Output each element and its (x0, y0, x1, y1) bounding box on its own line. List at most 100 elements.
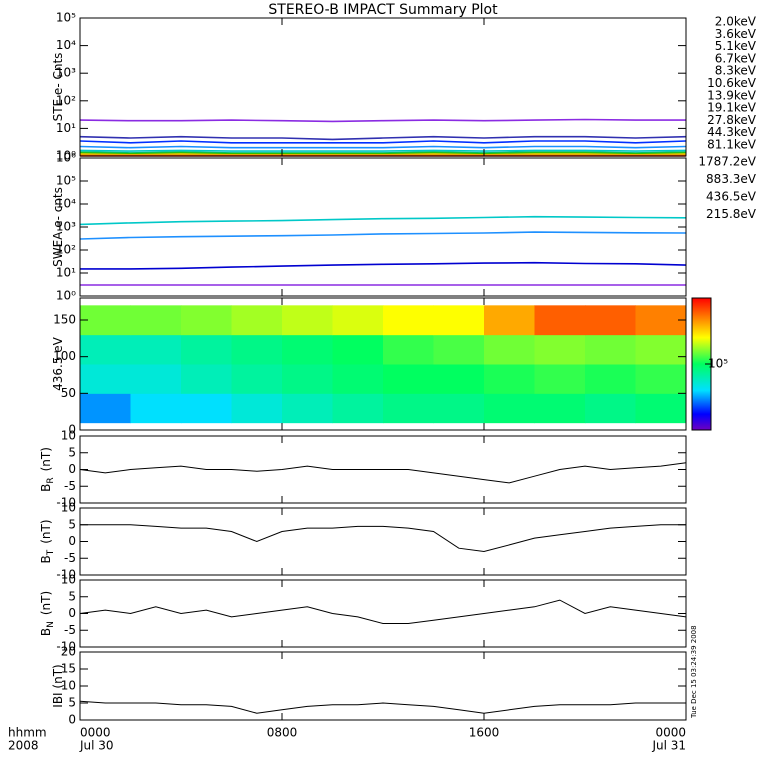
heatmap-cell (383, 364, 434, 394)
heatmap-cell (181, 334, 232, 365)
heatmap-cell (433, 364, 485, 394)
legend-entry: 215.8eV (706, 207, 757, 221)
heatmap-cell (181, 305, 232, 336)
heatmap-cell (80, 334, 131, 365)
heatmap-cell (282, 334, 333, 365)
y-tick-label: -10 (56, 496, 76, 510)
heatmap-cell (80, 364, 131, 394)
series-line (79, 118, 686, 123)
y-tick-label: 0 (68, 713, 76, 727)
y-axis-label-part: IBI (nT) (51, 664, 65, 707)
title: STEREO-B IMPACT Summary Plot (268, 2, 498, 18)
heatmap-cell (534, 364, 586, 394)
heatmap-cell (80, 305, 131, 336)
y-axis-label-part: B (39, 484, 53, 492)
series-line (79, 231, 687, 240)
panel-frame (79, 17, 687, 157)
heatmap-cell (484, 305, 535, 336)
legend-entry: 8.3keV (715, 64, 757, 78)
series-line (79, 215, 687, 226)
heatmap-cell (585, 305, 636, 336)
series-line (79, 151, 687, 154)
y-tick-label: -5 (64, 551, 76, 565)
y-tick-label: -5 (64, 479, 76, 493)
date-label: Jul 31 (651, 739, 686, 753)
y-tick-label: 10⁵ (56, 174, 76, 188)
heatmap-cell (130, 334, 182, 365)
heatmap-cell (231, 305, 283, 336)
y-axis-label-part: T (46, 549, 56, 556)
legend-entry: 883.3eV (706, 172, 757, 186)
heatmap-cell (282, 393, 333, 424)
y-tick-label: 10¹ (56, 266, 76, 280)
y-axis-label-part: STE e- Cnts (51, 53, 65, 122)
y-tick-label: 10⁶ (56, 151, 76, 165)
heatmap-cell (484, 334, 535, 365)
legend-entry: 1787.2eV (698, 155, 756, 169)
heatmap-cell (635, 334, 687, 365)
heatmap-cell (433, 334, 485, 365)
heatmap-cell (332, 364, 384, 394)
heatmap-cell (635, 393, 687, 424)
heatmap-cell (80, 393, 131, 424)
heatmap-cell (484, 393, 535, 424)
heatmap-cell (383, 305, 434, 336)
heatmap-cell (534, 334, 586, 365)
y-axis-label: STE e- Cnts (51, 53, 65, 122)
y-tick-label: 15 (61, 662, 76, 676)
y-tick-label: 10 (61, 429, 76, 443)
y-axis-label: BN (nT) (39, 591, 56, 636)
y-axis-label-part: (nT) (39, 591, 53, 615)
y-tick-label: -5 (64, 623, 76, 637)
series-line (79, 149, 687, 152)
legend-entry: 19.1keV (707, 101, 757, 115)
y-tick-label: -10 (56, 640, 76, 654)
y-tick-label: 10⁵ (56, 11, 76, 25)
legend-entry: 436.5eV (706, 190, 757, 204)
series-line (79, 462, 687, 484)
y-axis-label: BT (nT) (39, 519, 56, 563)
timestamp: Tue Dec 15 03:24:39 2008 (690, 625, 698, 719)
series-line (79, 145, 687, 149)
series-line (79, 700, 686, 714)
y-tick-label: 10 (61, 501, 76, 515)
y-tick-label: 5 (68, 517, 76, 531)
y-tick-label: 10³ (56, 220, 76, 234)
y-tick-label: 5 (68, 589, 76, 603)
y-tick-label: 100 (53, 349, 76, 363)
y-tick-label: 150 (53, 313, 76, 327)
heatmap-cell (332, 334, 384, 365)
heatmap-cell (130, 305, 182, 336)
heatmap-cell (181, 364, 232, 394)
colorbar-label: 10⁵ (708, 357, 728, 371)
y-tick-label: 10² (56, 243, 76, 257)
heatmap-cell (433, 305, 485, 336)
heatmap-cell (181, 393, 232, 424)
heatmap-cell (332, 305, 384, 336)
y-tick-label: -10 (56, 568, 76, 582)
y-axis-label-part: R (46, 477, 56, 483)
heatmap-cell (585, 364, 636, 394)
x-tick-label: 0000 (655, 726, 686, 740)
y-axis-label: 436.5 eV (51, 336, 65, 391)
legend-entry: 27.8keV (707, 113, 757, 127)
panel-frame (79, 297, 687, 431)
heatmap-cell (383, 334, 434, 365)
y-axis-label: SWEA e- cnts (51, 187, 65, 267)
corner-label: 2008 (8, 739, 39, 753)
heatmap-cell (484, 364, 535, 394)
y-axis-label-part: SWEA e- cnts (51, 187, 65, 267)
y-axis-label-part: 436.5 eV (51, 336, 65, 391)
y-tick-label: 10⁴ (56, 197, 76, 211)
series-line (79, 140, 687, 144)
heatmap-cell (534, 393, 586, 424)
panel-frame (79, 157, 687, 297)
heatmap-cell (282, 364, 333, 394)
heatmap-cell (433, 393, 485, 424)
heatmap-cell (130, 364, 182, 394)
y-tick-label: 20 (61, 645, 76, 659)
y-axis-label-part: (nT) (39, 519, 53, 543)
y-axis-label-part: N (46, 621, 56, 628)
legend-entry: 5.1keV (715, 39, 757, 53)
series-line (79, 135, 687, 141)
